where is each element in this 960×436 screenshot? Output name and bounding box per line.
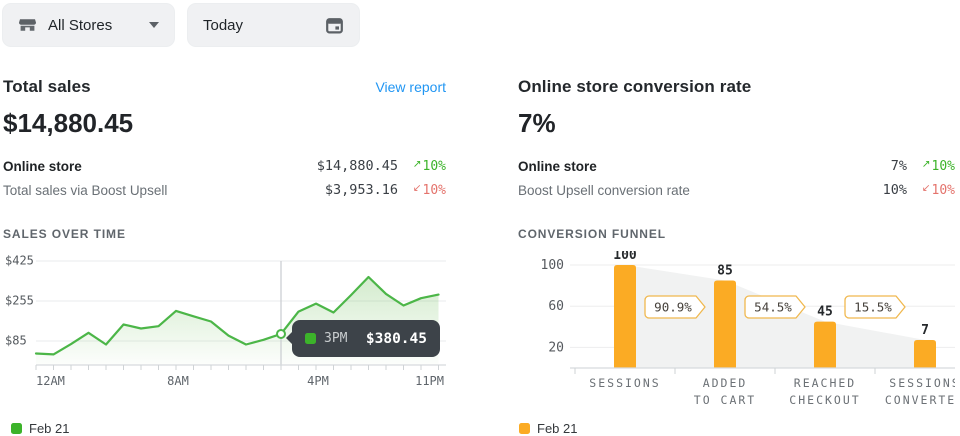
metric-delta: ↗10%	[907, 157, 955, 174]
delta-value: 10%	[422, 182, 446, 198]
metric-label: Boost Upsell conversion rate	[518, 182, 690, 198]
legend-swatch-green	[11, 423, 22, 434]
svg-text:100: 100	[613, 251, 637, 263]
svg-text:REACHED: REACHED	[794, 376, 856, 390]
delta-arrow-icon: ↗	[921, 157, 931, 170]
total-sales-panel: Total sales View report $14,880.45 Onlin…	[0, 47, 460, 436]
metric-row-boost-upsell: Total sales via Boost Upsell $3,953.16 ↙…	[3, 178, 446, 202]
metric-value: 7%	[890, 158, 907, 174]
metric-delta: ↙10%	[907, 181, 955, 198]
topbar: All Stores Today	[0, 0, 960, 47]
funnel-legend: Feb 21	[519, 421, 955, 436]
metric-value: $14,880.45	[316, 158, 398, 174]
metric-value: 10%	[882, 182, 907, 198]
svg-text:45: 45	[817, 305, 833, 320]
svg-text:8AM: 8AM	[167, 374, 189, 388]
delta-value: 10%	[931, 158, 955, 174]
svg-text:60: 60	[548, 299, 564, 314]
date-selector-button[interactable]: Today	[187, 3, 360, 47]
svg-text:11PM: 11PM	[415, 374, 444, 388]
delta-value: 10%	[422, 158, 446, 174]
conversion-funnel-heading: CONVERSION FUNNEL	[518, 227, 666, 241]
svg-text:7: 7	[921, 323, 929, 338]
svg-text:TO CART: TO CART	[694, 393, 756, 407]
svg-text:85: 85	[717, 263, 733, 278]
metric-row-boost-upsell-rate: Boost Upsell conversion rate 10% ↙10%	[518, 178, 955, 202]
tooltip-series-swatch	[305, 333, 316, 344]
svg-text:15.5%: 15.5%	[854, 300, 892, 315]
conversion-breakdown: Online store 7% ↗10% Boost Upsell conver…	[518, 154, 955, 202]
total-sales-title: Total sales	[3, 77, 91, 96]
svg-text:SESSIONS: SESSIONS	[889, 376, 955, 390]
legend-label: Feb 21	[537, 421, 578, 436]
metric-value: $3,953.16	[324, 182, 398, 198]
legend-swatch-orange	[519, 423, 530, 434]
sales-chart: $425 $255 $85 12AM 8AM 4PM 11PM 3PM $380.45	[3, 251, 446, 391]
metric-delta: ↙10%	[398, 181, 446, 198]
svg-text:$425: $425	[5, 254, 34, 268]
sales-legend: Feb 21	[11, 421, 446, 436]
total-sales-breakdown: Online store $14,880.45 ↗10% Total sales…	[3, 154, 446, 202]
tooltip-time: 3PM	[324, 331, 348, 346]
sales-over-time-heading: SALES OVER TIME	[3, 227, 126, 241]
tooltip-value: $380.45	[365, 330, 427, 347]
conversion-rate-panel: Online store conversion rate 7% Online s…	[500, 47, 960, 436]
delta-arrow-icon: ↗	[412, 157, 422, 170]
delta-arrow-icon: ↙	[412, 181, 422, 194]
svg-text:4PM: 4PM	[307, 374, 329, 388]
metric-delta: ↗10%	[398, 157, 446, 174]
svg-text:CONVERTED: CONVERTED	[885, 393, 955, 407]
svg-text:CHECKOUT: CHECKOUT	[789, 393, 860, 407]
metric-label: Total sales via Boost Upsell	[3, 182, 168, 198]
storefront-icon	[19, 18, 36, 31]
funnel-chart-svg[interactable]: 100 60 20 100 85 45 7 90.9% 54.5% 15.5% SESSIONS AD…	[518, 251, 955, 411]
svg-text:$85: $85	[5, 334, 27, 348]
metric-label: Online store	[3, 158, 82, 174]
svg-text:20: 20	[548, 340, 564, 355]
conversion-rate-value: 7%	[518, 108, 556, 138]
date-selector-label: Today	[203, 16, 244, 34]
store-selector-button[interactable]: All Stores	[2, 3, 175, 47]
svg-text:ADDED: ADDED	[703, 376, 748, 390]
delta-value: 10%	[931, 182, 955, 198]
svg-text:SESSIONS: SESSIONS	[589, 376, 660, 390]
svg-text:$255: $255	[5, 294, 34, 308]
total-sales-value: $14,880.45	[3, 108, 134, 138]
svg-text:12AM: 12AM	[36, 374, 65, 388]
store-selector-label: All Stores	[48, 16, 113, 34]
view-report-link[interactable]: View report	[375, 79, 446, 95]
calendar-icon	[326, 17, 343, 33]
legend-label: Feb 21	[29, 421, 70, 436]
metric-row-online-store: Online store $14,880.45 ↗10%	[3, 154, 446, 178]
svg-text:100: 100	[541, 258, 564, 273]
metric-label: Online store	[518, 158, 597, 174]
svg-text:54.5%: 54.5%	[754, 300, 792, 315]
delta-arrow-icon: ↙	[921, 181, 931, 194]
conversion-rate-title: Online store conversion rate	[518, 77, 752, 96]
chevron-down-icon	[149, 22, 159, 28]
chart-tooltip: 3PM $380.45	[286, 320, 440, 357]
metric-row-online-store-rate: Online store 7% ↗10%	[518, 154, 955, 178]
svg-text:90.9%: 90.9%	[654, 300, 692, 315]
funnel-chart: 100 60 20 100 85 45 7 90.9% 54.5% 15.5% SESSIONS AD…	[518, 251, 955, 411]
